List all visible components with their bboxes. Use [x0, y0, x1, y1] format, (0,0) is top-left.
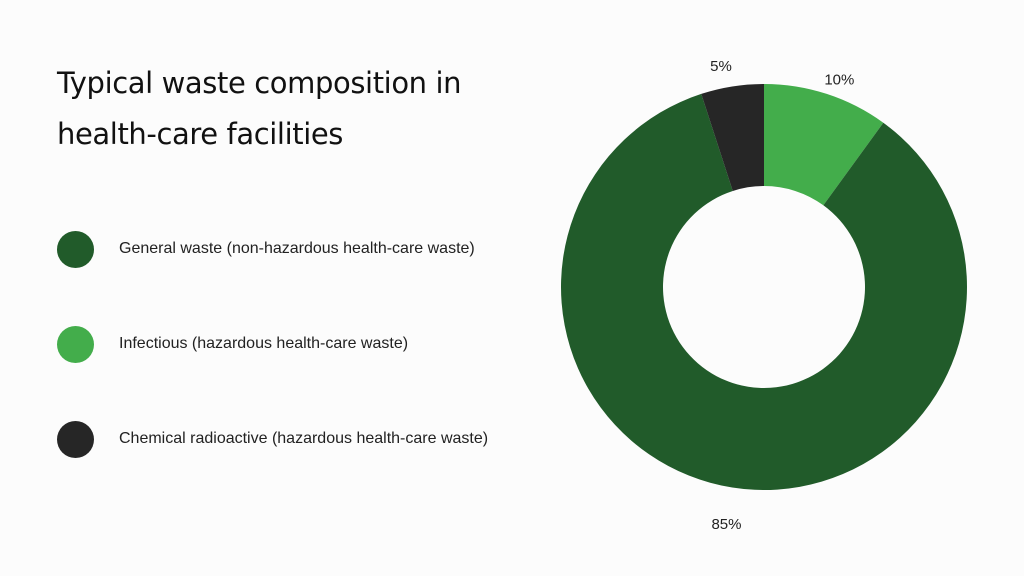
slice-general-waste [561, 93, 967, 490]
legend-item-chemical-radioactive: Chemical radioactive (hazardous health-c… [57, 420, 488, 458]
legend-label-general-waste: General waste (non-hazardous health-care… [119, 240, 475, 257]
chart-title: Typical waste composition in health-care… [57, 66, 462, 151]
legend-item-infectious: Infectious (hazardous health-care waste) [57, 325, 488, 363]
legend-item-general-waste: General waste (non-hazardous health-care… [57, 230, 488, 268]
chart-legend: General waste (non-hazardous health-care… [57, 230, 488, 515]
legend-swatch-infectious [57, 325, 94, 363]
data-label-chemical-radioactive: 5% [710, 58, 732, 75]
data-label-general-waste: 85% [711, 516, 741, 530]
slice-chemical-radioactive [701, 84, 764, 191]
legend-label-chemical-radioactive: Chemical radioactive (hazardous health-c… [119, 430, 489, 447]
legend-label-infectious: Infectious (hazardous health-care waste) [119, 335, 409, 352]
donut-chart: 10% 85% 5% [561, 58, 967, 530]
legend-swatch-general-waste [57, 230, 94, 268]
legend-swatch-chemical-radioactive [57, 420, 94, 458]
slice-infectious [764, 84, 884, 206]
data-label-infectious: 10% [824, 72, 854, 89]
